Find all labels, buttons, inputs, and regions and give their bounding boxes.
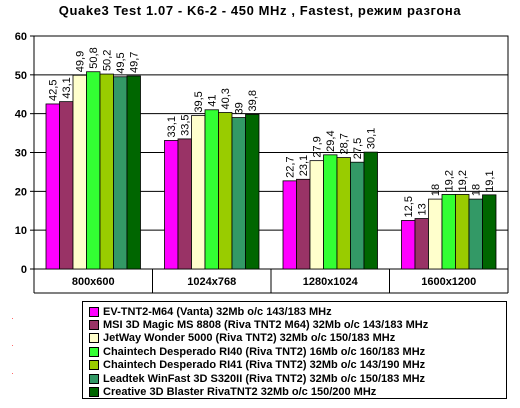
legend-item: Chaintech Desperado RI41 (Riva TNT2) 32M… [89, 359, 425, 372]
bar [45, 103, 60, 270]
data-label: 19,2 [444, 170, 456, 191]
data-label: 18 [471, 184, 483, 196]
legend-item: Chaintech Desperado RI40 (Riva TNT2) 16M… [89, 345, 425, 358]
bar [414, 218, 429, 270]
bar-chart: 0 10 20 30 40 50 60 800x600 1024x768 1280x1024 160… [15, 31, 509, 294]
legend-label: Leadtek WinFast 3D S320II (Riva TNT2) 32… [103, 372, 426, 385]
legend-item: JetWay Wonder 5000 (Riva TNT2) 32Mb o/c … [89, 332, 395, 345]
data-label: 33,5 [180, 114, 192, 135]
x-tick-label: 1024x768 [187, 276, 236, 288]
bar [336, 157, 351, 270]
data-label: 23,1 [298, 155, 310, 176]
data-label: 49,9 [75, 51, 87, 72]
legend-swatch [89, 306, 99, 317]
bar [309, 160, 324, 270]
bar [282, 180, 297, 270]
bar [468, 198, 483, 270]
legend-item: EV-TNT2-M64 (Vanta) 32Mb o/c 143/183 MHz [89, 305, 332, 318]
data-label: 18 [430, 184, 442, 196]
data-label: 39,8 [247, 90, 259, 111]
data-label: 30,1 [366, 128, 378, 149]
data-label: 19,2 [457, 170, 469, 191]
data-label: 49,5 [115, 52, 127, 73]
legend-swatch [89, 373, 99, 384]
data-label: 12,5 [403, 196, 415, 217]
data-label: 33,1 [166, 116, 178, 137]
bar [455, 194, 470, 270]
legend-item: Leadtek WinFast 3D S320II (Riva TNT2) 32… [89, 372, 425, 385]
bar [59, 101, 74, 270]
decorative-dot [12, 318, 13, 319]
bar [113, 76, 128, 270]
y-tick-label: 10 [15, 225, 27, 237]
bar [126, 75, 141, 270]
data-label: 29,4 [325, 130, 337, 151]
y-tick-label: 60 [15, 31, 27, 43]
data-label: 40,3 [220, 88, 232, 109]
x-tick-label: 1600x1200 [421, 276, 476, 288]
legend-swatch [89, 346, 99, 357]
bar [231, 117, 246, 270]
y-tick-label: 40 [15, 109, 27, 121]
bar [86, 71, 101, 270]
data-label: 43,1 [61, 77, 73, 98]
bar [72, 74, 87, 270]
y-tick-label: 20 [15, 186, 27, 198]
bar [177, 138, 192, 270]
x-tick-label: 800x600 [72, 276, 115, 288]
legend-label: JetWay Wonder 5000 (Riva TNT2) 32Mb o/c … [103, 332, 396, 345]
y-tick-label: 0 [21, 264, 27, 276]
data-label: 27,9 [312, 136, 324, 157]
bar [99, 73, 114, 270]
bar [323, 154, 338, 270]
legend-label: Chaintech Desperado RI40 (Riva TNT2) 16M… [103, 345, 426, 358]
data-label: 39,5 [193, 91, 205, 112]
bar [401, 220, 416, 270]
legend-label: EV-TNT2-M64 (Vanta) 32Mb o/c 143/183 MHz [103, 305, 332, 318]
legend-label: MSI 3D Magic MS 8808 (Riva TNT2 M64) 32M… [103, 318, 429, 331]
y-tick-label: 50 [15, 70, 27, 82]
legend-item: MSI 3D Magic MS 8808 (Riva TNT2 M64) 32M… [89, 318, 428, 331]
bar [441, 194, 456, 270]
bar [363, 151, 378, 270]
data-label: 22,7 [285, 156, 297, 177]
bar [191, 115, 206, 270]
legend-item: Creative 3D Blaster RivaTNT2 32Mb o/c 15… [89, 385, 376, 398]
data-label: 49,7 [129, 52, 141, 73]
chart-legend: EV-TNT2-M64 (Vanta) 32Mb o/c 143/183 MHz… [82, 301, 507, 399]
legend-swatch [89, 386, 99, 397]
data-label: 50,2 [102, 50, 114, 71]
y-tick-label: 30 [15, 148, 27, 160]
bar [482, 194, 497, 270]
bar [204, 109, 219, 270]
bar [164, 140, 179, 270]
bar [245, 114, 260, 270]
legend-label: Creative 3D Blaster RivaTNT2 32Mb o/c 15… [103, 385, 377, 398]
decorative-dot [12, 373, 13, 374]
data-label: 13 [417, 203, 429, 215]
x-tick-label: 1280x1024 [303, 276, 359, 288]
data-label: 42,5 [48, 80, 60, 101]
data-label: 50,8 [88, 47, 100, 68]
legend-swatch [89, 319, 99, 330]
legend-swatch [89, 333, 99, 344]
legend-label: Chaintech Desperado RI41 (Riva TNT2) 32M… [103, 359, 426, 372]
data-label: 19,1 [484, 170, 496, 191]
data-label: 39 [234, 102, 246, 114]
bar [428, 198, 443, 270]
decorative-dot [12, 345, 13, 346]
bar [350, 161, 365, 270]
data-label: 27,5 [352, 138, 364, 159]
bar [218, 112, 233, 270]
data-label: 41 [207, 95, 219, 107]
legend-swatch [89, 360, 99, 371]
bar [296, 178, 311, 270]
chart-title: Quake3 Test 1.07 - K6-2 - 450 MHz , Fast… [58, 3, 462, 18]
data-label: 28,7 [339, 133, 351, 154]
